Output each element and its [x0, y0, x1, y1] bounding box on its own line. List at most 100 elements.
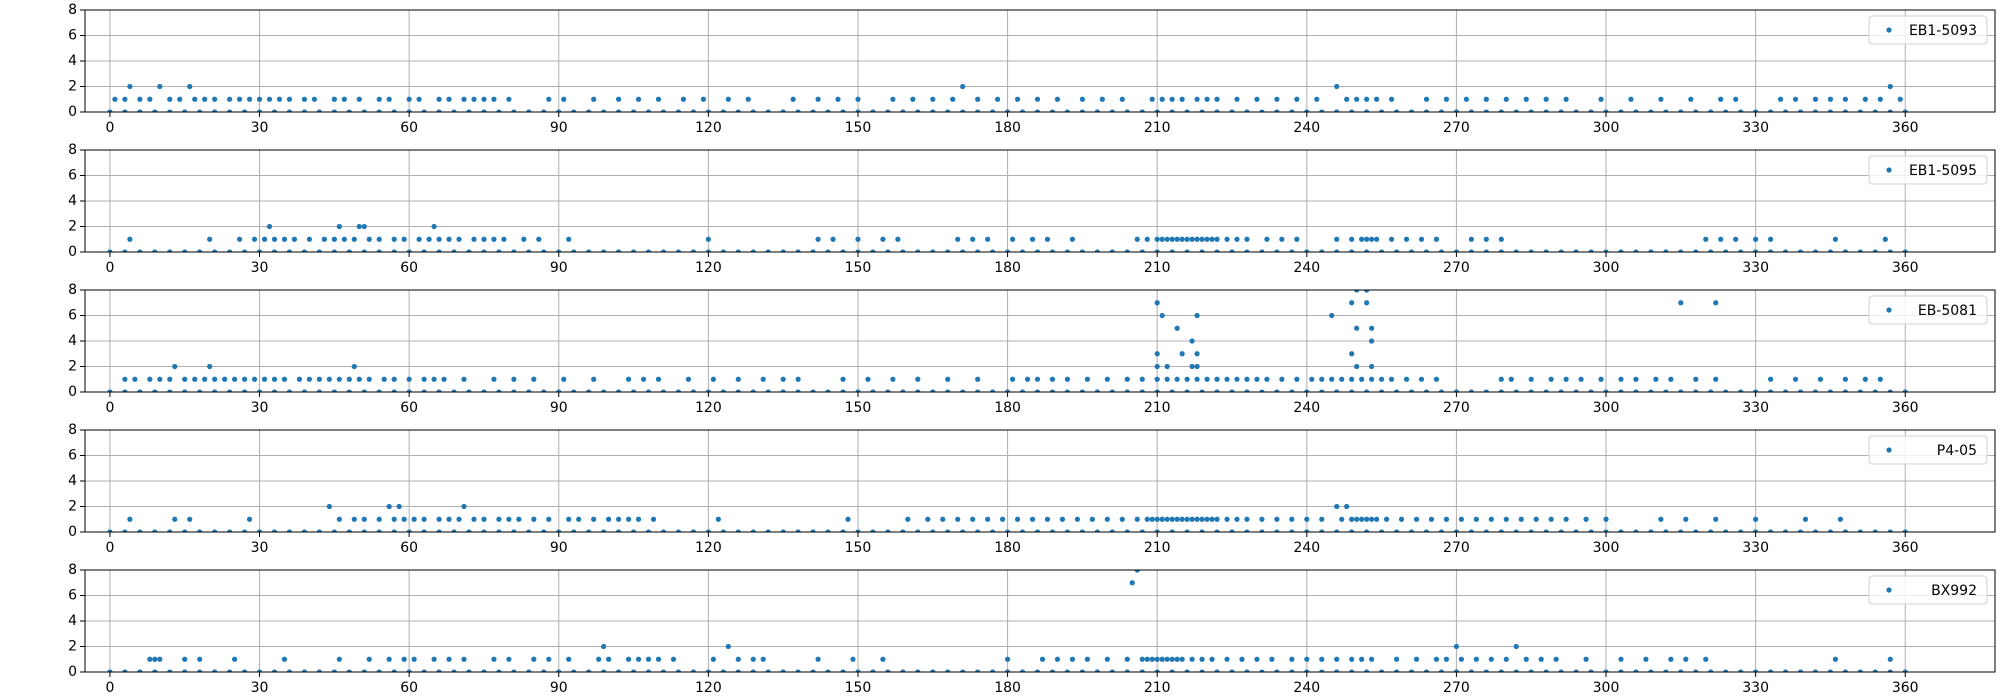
data-point [750, 669, 756, 672]
data-point [1199, 109, 1205, 112]
data-point [1229, 389, 1235, 392]
data-point [1393, 669, 1400, 672]
data-point [1573, 109, 1579, 112]
data-point [351, 516, 357, 522]
data-point [1603, 249, 1609, 252]
data-point [1144, 236, 1150, 242]
data-point [780, 529, 786, 532]
data-point [516, 516, 522, 522]
data-point [241, 529, 248, 532]
data-point [825, 389, 831, 392]
data-point [286, 389, 293, 392]
data-point [541, 109, 547, 112]
data-point [1174, 376, 1180, 382]
x-tick-label: 60 [400, 120, 418, 136]
data-point [241, 249, 248, 252]
data-point [915, 109, 921, 112]
data-point [1004, 669, 1011, 672]
data-point [1872, 669, 1878, 672]
data-point [1648, 249, 1654, 252]
data-point [137, 389, 143, 392]
data-point [1543, 529, 1549, 532]
data-point [172, 516, 178, 522]
axes-frame [84, 9, 1996, 113]
x-tick-label: 270 [1443, 120, 1470, 136]
data-point [1264, 376, 1270, 382]
x-tick-label: 360 [1892, 540, 1919, 556]
data-point [331, 529, 337, 532]
data-point [1902, 249, 1908, 252]
data-point [576, 516, 582, 522]
data-point [710, 656, 716, 662]
data-point [1154, 656, 1160, 662]
data-point [1857, 669, 1863, 672]
data-point [1832, 236, 1839, 242]
data-point [1408, 109, 1415, 112]
data-point [366, 236, 372, 242]
data-point [227, 109, 233, 112]
x-tick-label: 0 [105, 260, 114, 276]
data-point [511, 109, 517, 112]
data-point [571, 249, 577, 252]
data-point [930, 249, 936, 252]
data-point [316, 389, 322, 392]
data-point [481, 109, 487, 112]
data-point [750, 109, 756, 112]
subplot: 0 30 60 90 120 150 180 210 240 270 300 330 360 0 2 4 6 8 E… [68, 2, 1996, 136]
legend-label: EB-5081 [1918, 303, 1977, 319]
data-point [466, 389, 472, 392]
data-point [780, 669, 786, 672]
data-point [1334, 83, 1340, 90]
data-point [616, 669, 622, 672]
data-point [341, 96, 347, 102]
data-point [1334, 503, 1340, 510]
data-point [1792, 96, 1799, 102]
data-point [1244, 376, 1250, 382]
data-point [840, 249, 846, 252]
data-point [586, 389, 592, 392]
data-point [1528, 529, 1534, 532]
data-point [1224, 376, 1230, 382]
data-point [1558, 529, 1564, 532]
data-point [725, 96, 731, 102]
data-point [1229, 669, 1235, 672]
data-point [960, 389, 966, 392]
data-point [1369, 236, 1375, 242]
data-point [1668, 376, 1674, 382]
data-point [1533, 516, 1539, 522]
data-point [1359, 236, 1365, 242]
data-point [1364, 389, 1370, 392]
data-point [1199, 529, 1205, 532]
data-point [496, 249, 502, 252]
data-point [1244, 516, 1250, 522]
data-point [1334, 669, 1340, 672]
data-point [1862, 376, 1868, 382]
data-point [506, 516, 512, 522]
data-point [999, 516, 1006, 522]
data-point [1438, 529, 1445, 532]
data-point [915, 376, 921, 382]
data-point [1364, 669, 1370, 672]
data-point [601, 643, 607, 650]
data-point [586, 249, 592, 252]
data-point [601, 249, 607, 252]
data-point [391, 249, 397, 252]
data-point [1678, 300, 1684, 306]
data-point [207, 236, 213, 242]
data-point [1618, 529, 1624, 532]
data-point [1004, 389, 1011, 392]
data-point [750, 249, 756, 252]
data-point [1488, 656, 1494, 662]
data-point [1443, 516, 1450, 522]
data-point [1149, 96, 1155, 102]
data-point [1503, 96, 1509, 102]
data-point [1374, 96, 1380, 102]
data-point [212, 249, 218, 252]
legend-label: EB1-5093 [1909, 23, 1977, 39]
data-point [760, 376, 766, 382]
data-point [1508, 376, 1514, 382]
data-point [1369, 656, 1375, 662]
data-point [137, 249, 143, 252]
data-point [1513, 389, 1519, 392]
data-point [1393, 249, 1400, 252]
